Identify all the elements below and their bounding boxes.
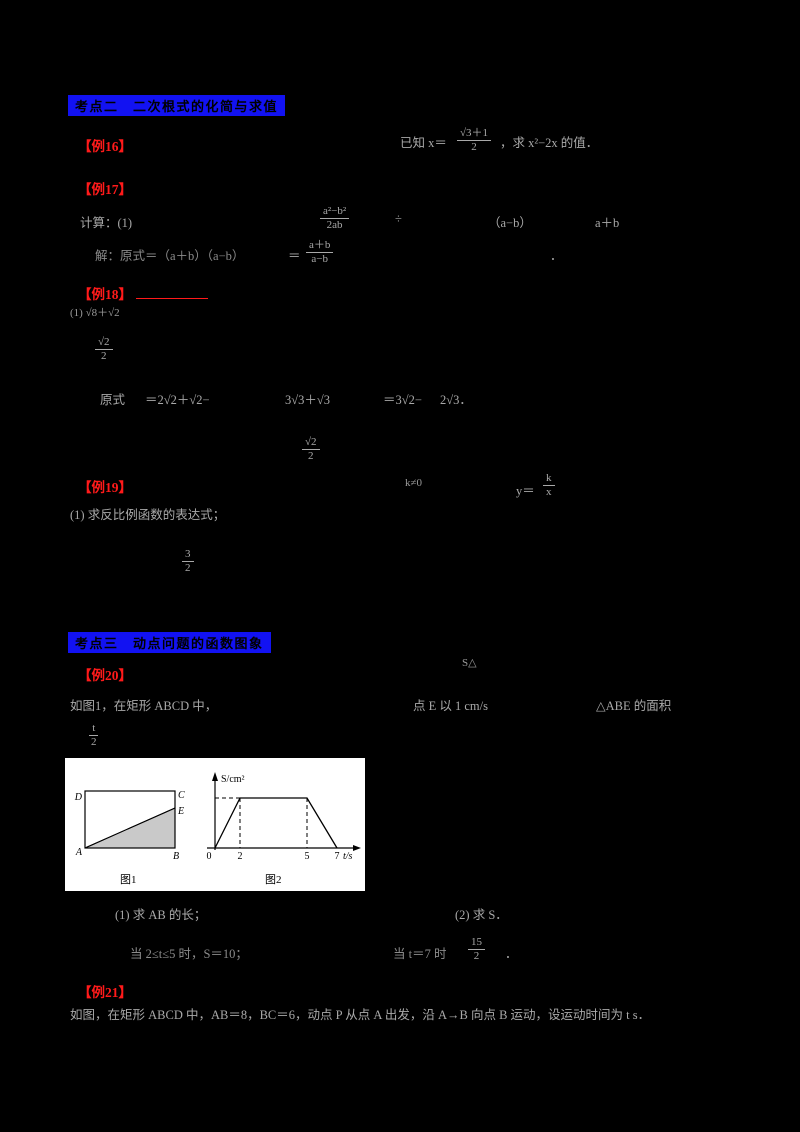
fraction-denominator: 2 — [91, 735, 97, 748]
fig2-caption: 图2 — [265, 873, 282, 886]
example-20-line2-c: ． — [505, 947, 518, 961]
fig1-segment-AE — [84, 807, 176, 849]
example-18-tag: 【例18】 — [78, 287, 132, 302]
example-18-heading: 【例18】 — [78, 283, 208, 304]
fraction-denominator: x — [546, 485, 552, 498]
fig2-tick-5: 5 — [305, 851, 310, 862]
fig2-x-axis-label: t/s — [343, 851, 353, 862]
example-20-line1-a: 如图1，在矩形 ABCD 中， — [70, 699, 218, 713]
fraction-numerator: 15 — [468, 936, 485, 950]
example-18-eq-d: ＝3√2− — [383, 393, 422, 407]
fig1-label-A: A — [75, 847, 83, 858]
fig2-tick-2: 2 — [238, 851, 243, 862]
fig1-label-E: E — [177, 806, 184, 817]
example-17-fraction-2: a＋b a−b — [306, 239, 334, 265]
example-20-question-2: (2) 求 S． — [455, 908, 508, 922]
fraction-denominator: 2 — [308, 449, 314, 462]
fraction-denominator: 2 — [471, 140, 477, 153]
example-18-eq-c: 3√3＋√3 — [285, 393, 330, 407]
example-20-tag: 【例20】 — [78, 668, 132, 683]
example-18-sub-item: (1) √8＋√2 — [70, 307, 120, 319]
fig1-label-D: D — [74, 792, 83, 803]
example-17-line1-tail: a＋b — [595, 216, 620, 230]
example-17-line2-lead: 解：原式＝（a＋b）（a−b） — [95, 249, 245, 263]
example-16-tag: 【例16】 — [78, 139, 132, 154]
fig1-label-C: C — [178, 790, 185, 801]
section-header-1: 考点二 二次根式的化简与求值 — [68, 95, 286, 116]
fraction-denominator: 2 — [185, 561, 191, 574]
example-19-note: k≠0 — [405, 477, 423, 489]
fig1-rectangle-ABCD — [84, 790, 176, 849]
example-20-fraction-1: t 2 — [88, 722, 100, 748]
example-19-expr-prefix: y＝ — [516, 484, 535, 498]
section-header-2: 考点三 动点问题的函数图象 — [68, 632, 271, 653]
fraction-denominator: 2ab — [326, 218, 343, 231]
example-19-question-1: (1) 求反比例函数的表达式； — [70, 508, 226, 522]
fraction-numerator: a＋b — [306, 239, 334, 253]
red-underline — [136, 288, 208, 299]
fraction-denominator: 2 — [101, 349, 107, 362]
example-17-fraction-1: a²−b² 2ab — [320, 205, 350, 231]
fig2-x-axis-arrow — [353, 845, 361, 851]
fig2-y-axis-label: S/cm² — [221, 774, 245, 785]
example-17-tag: 【例17】 — [78, 182, 132, 197]
example-20-line1-c: △ABE 的面积 — [596, 699, 672, 713]
example-17-operator: ÷ — [395, 212, 402, 226]
example-17-line1-lead: 计算：(1) — [80, 216, 133, 230]
fraction-numerator: 3 — [182, 548, 194, 562]
figure-panel: D C E A B 图1 0 2 5 7 S/cm² t/s 图2 — [65, 758, 365, 891]
fraction-denominator: a−b — [311, 252, 328, 265]
fig2-tick-7: 7 — [335, 851, 340, 862]
example-20-question-1: (1) 求 AB 的长； — [115, 908, 207, 922]
fraction-numerator: t — [89, 722, 99, 736]
example-20-superscript: S△ — [462, 657, 477, 669]
fig1-label-B: B — [173, 851, 179, 862]
example-20-fraction-2: 15 2 — [468, 936, 485, 962]
example-21-tag: 【例21】 — [78, 985, 132, 1000]
example-17-line2-tail: ． — [550, 249, 563, 263]
example-19-fraction-1: k x — [543, 472, 555, 498]
example-17-line1-mid: （a−b） — [488, 216, 532, 230]
fraction-numerator: √3＋1 — [457, 127, 492, 141]
example-19-tag: 【例19】 — [78, 480, 132, 495]
example-16-fraction: √3＋1 2 — [457, 127, 492, 153]
fraction-numerator: √2 — [95, 336, 113, 350]
example-18-fraction-1: √2 2 — [95, 336, 113, 362]
example-18-fraction-2: √2 2 — [302, 436, 320, 462]
fraction-numerator: k — [543, 472, 555, 486]
fraction-numerator: √2 — [302, 436, 320, 450]
example-20-line2-a: 当 2≤t≤5 时，S＝10； — [130, 947, 248, 961]
example-18-eq-a: 原式 — [100, 393, 126, 407]
example-18-eq-b: ＝2√2＋√2− — [145, 393, 210, 407]
example-20-line1-b: 点 E 以 1 cm/s — [413, 699, 488, 713]
example-19-fraction-2: 3 2 — [182, 548, 194, 574]
fraction-numerator: a²−b² — [320, 205, 350, 219]
example-21-line1: 如图，在矩形 ABCD 中，AB＝8，BC＝6，动点 P 从点 A 出发，沿 A… — [70, 1008, 651, 1022]
fig2-tick-0: 0 — [207, 851, 212, 862]
fig1-caption: 图1 — [120, 873, 137, 886]
example-17-equals: ＝ — [288, 249, 301, 263]
figure-diagrams: D C E A B 图1 0 2 5 7 S/cm² t/s 图2 — [74, 772, 361, 886]
fig2-graph-line — [214, 797, 338, 849]
example-18-eq-e: 2√3． — [440, 393, 472, 407]
fraction-denominator: 2 — [473, 949, 480, 962]
example-16-text: 已知 x＝ — [400, 136, 447, 150]
example-20-line2-b: 当 t＝7 时 — [393, 947, 447, 961]
example-16-text-tail: ，求 x²−2x 的值． — [500, 136, 599, 150]
fig2-y-axis-arrow — [212, 772, 218, 781]
